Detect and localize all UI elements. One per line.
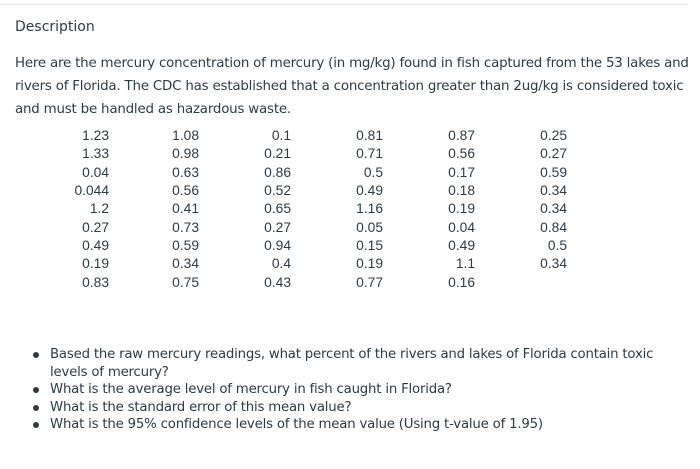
- table-cell: 0.49: [448, 237, 475, 253]
- table-cell: 0.75: [172, 274, 199, 290]
- question-item: What is the 95% confidence levels of the…: [33, 416, 693, 434]
- table-cell: 0.52: [264, 183, 291, 199]
- table-cell: 0.27: [540, 146, 567, 162]
- table-cell: 0.87: [448, 128, 475, 144]
- table-cell: 0.19: [82, 256, 109, 272]
- table-cell: 0.15: [356, 237, 383, 253]
- table-row: 1.2 0.41 0.65 1.16 0.19 0.34: [60, 200, 612, 218]
- table-cell: 0.4: [271, 256, 291, 272]
- table-cell: 0.71: [356, 146, 383, 162]
- question-item: Based the raw mercury readings, what per…: [33, 346, 693, 381]
- table-cell: 0.83: [82, 274, 109, 290]
- question-item: What is the standard error of this mean …: [33, 399, 693, 417]
- table-cell: 0.56: [448, 146, 475, 162]
- table-cell: 1.23: [82, 128, 109, 144]
- table-cell: 0.18: [448, 183, 475, 199]
- table-cell: 0.86: [264, 164, 291, 180]
- table-cell: 0.25: [540, 128, 567, 144]
- table-cell: 0.43: [264, 274, 291, 290]
- table-cell: 0.05: [356, 219, 383, 235]
- table-cell: 0.34: [540, 256, 567, 272]
- table-row: 1.33 0.98 0.21 0.71 0.56 0.27: [60, 145, 612, 163]
- table-cell: 0.59: [540, 164, 567, 180]
- table-cell: 0.49: [356, 183, 383, 199]
- table-row: 1.23 1.08 0.1 0.81 0.87 0.25: [60, 127, 612, 145]
- table-cell: 0.044: [74, 183, 109, 199]
- bullet-icon: [33, 422, 39, 428]
- bullet-icon: [33, 404, 39, 411]
- table-cell: 1.33: [82, 146, 109, 162]
- table-cell: 0.19: [356, 256, 383, 272]
- question-text: What is the standard error of this mean …: [50, 399, 352, 415]
- question-text: What is the average level of mercury in …: [50, 382, 452, 397]
- table-row: 0.044 0.56 0.52 0.49 0.18 0.34: [60, 182, 612, 200]
- table-cell: 0.34: [540, 183, 567, 199]
- question-text: What is the 95% confidence levels of the…: [50, 417, 543, 432]
- table-cell: 0.84: [540, 219, 567, 235]
- bullet-icon: [33, 387, 39, 393]
- table-cell: 0.19: [448, 201, 475, 217]
- mercury-data-table: 1.23 1.08 0.1 0.81 0.87 0.25 1.33 0.98 0.21 0.71 0…: [60, 127, 612, 292]
- table-cell: 0.94: [264, 237, 291, 253]
- table-cell: 1.16: [356, 201, 383, 217]
- question-list: Based the raw mercury readings, what per…: [33, 346, 693, 434]
- table-cell: 1.1: [455, 256, 475, 272]
- table-cell: 0.98: [172, 146, 199, 162]
- table-cell: 0.04: [448, 219, 475, 235]
- table-cell: 0.41: [172, 201, 199, 217]
- table-cell: 0.56: [172, 183, 199, 199]
- table-cell: 0.27: [264, 219, 291, 235]
- table-cell: [520, 273, 612, 291]
- table-cell: 0.77: [356, 274, 383, 290]
- table-row: 0.49 0.59 0.94 0.15 0.49 0.5: [60, 237, 612, 255]
- table-cell: 0.73: [172, 219, 199, 235]
- description-paragraph: Here are the mercury concentration of me…: [15, 56, 689, 117]
- question-item: What is the average level of mercury in …: [33, 381, 693, 399]
- table-cell: 0.59: [172, 237, 199, 253]
- table-cell: 0.21: [264, 146, 291, 162]
- table-cell: 0.5: [363, 164, 383, 180]
- table-cell: 0.27: [82, 219, 109, 235]
- table-cell: 1.08: [172, 128, 199, 144]
- top-divider: [0, 4, 688, 5]
- table-cell: 0.04: [82, 164, 109, 180]
- table-cell: 0.63: [172, 164, 199, 180]
- table-cell: 0.34: [172, 256, 199, 272]
- table-cell: 0.81: [356, 128, 383, 144]
- section-heading: Description: [15, 19, 95, 35]
- question-text: Based the raw mercury readings, what per…: [50, 347, 654, 380]
- table-row: 0.27 0.73 0.27 0.05 0.04 0.84: [60, 218, 612, 236]
- table-cell: 0.17: [448, 164, 475, 180]
- table-cell: 0.65: [264, 201, 291, 217]
- table-cell: 0.5: [547, 237, 567, 253]
- table-cell: 0.34: [540, 201, 567, 217]
- table-cell: 0.16: [448, 274, 475, 290]
- table-row: 0.83 0.75 0.43 0.77 0.16: [60, 273, 612, 291]
- table-cell: 0.1: [271, 128, 291, 144]
- table-row: 0.19 0.34 0.4 0.19 1.1 0.34: [60, 255, 612, 273]
- table-cell: 1.2: [89, 201, 109, 217]
- bullet-icon: [33, 352, 39, 358]
- table-cell: 0.49: [82, 237, 109, 253]
- table-row: 0.04 0.63 0.86 0.5 0.17 0.59: [60, 164, 612, 182]
